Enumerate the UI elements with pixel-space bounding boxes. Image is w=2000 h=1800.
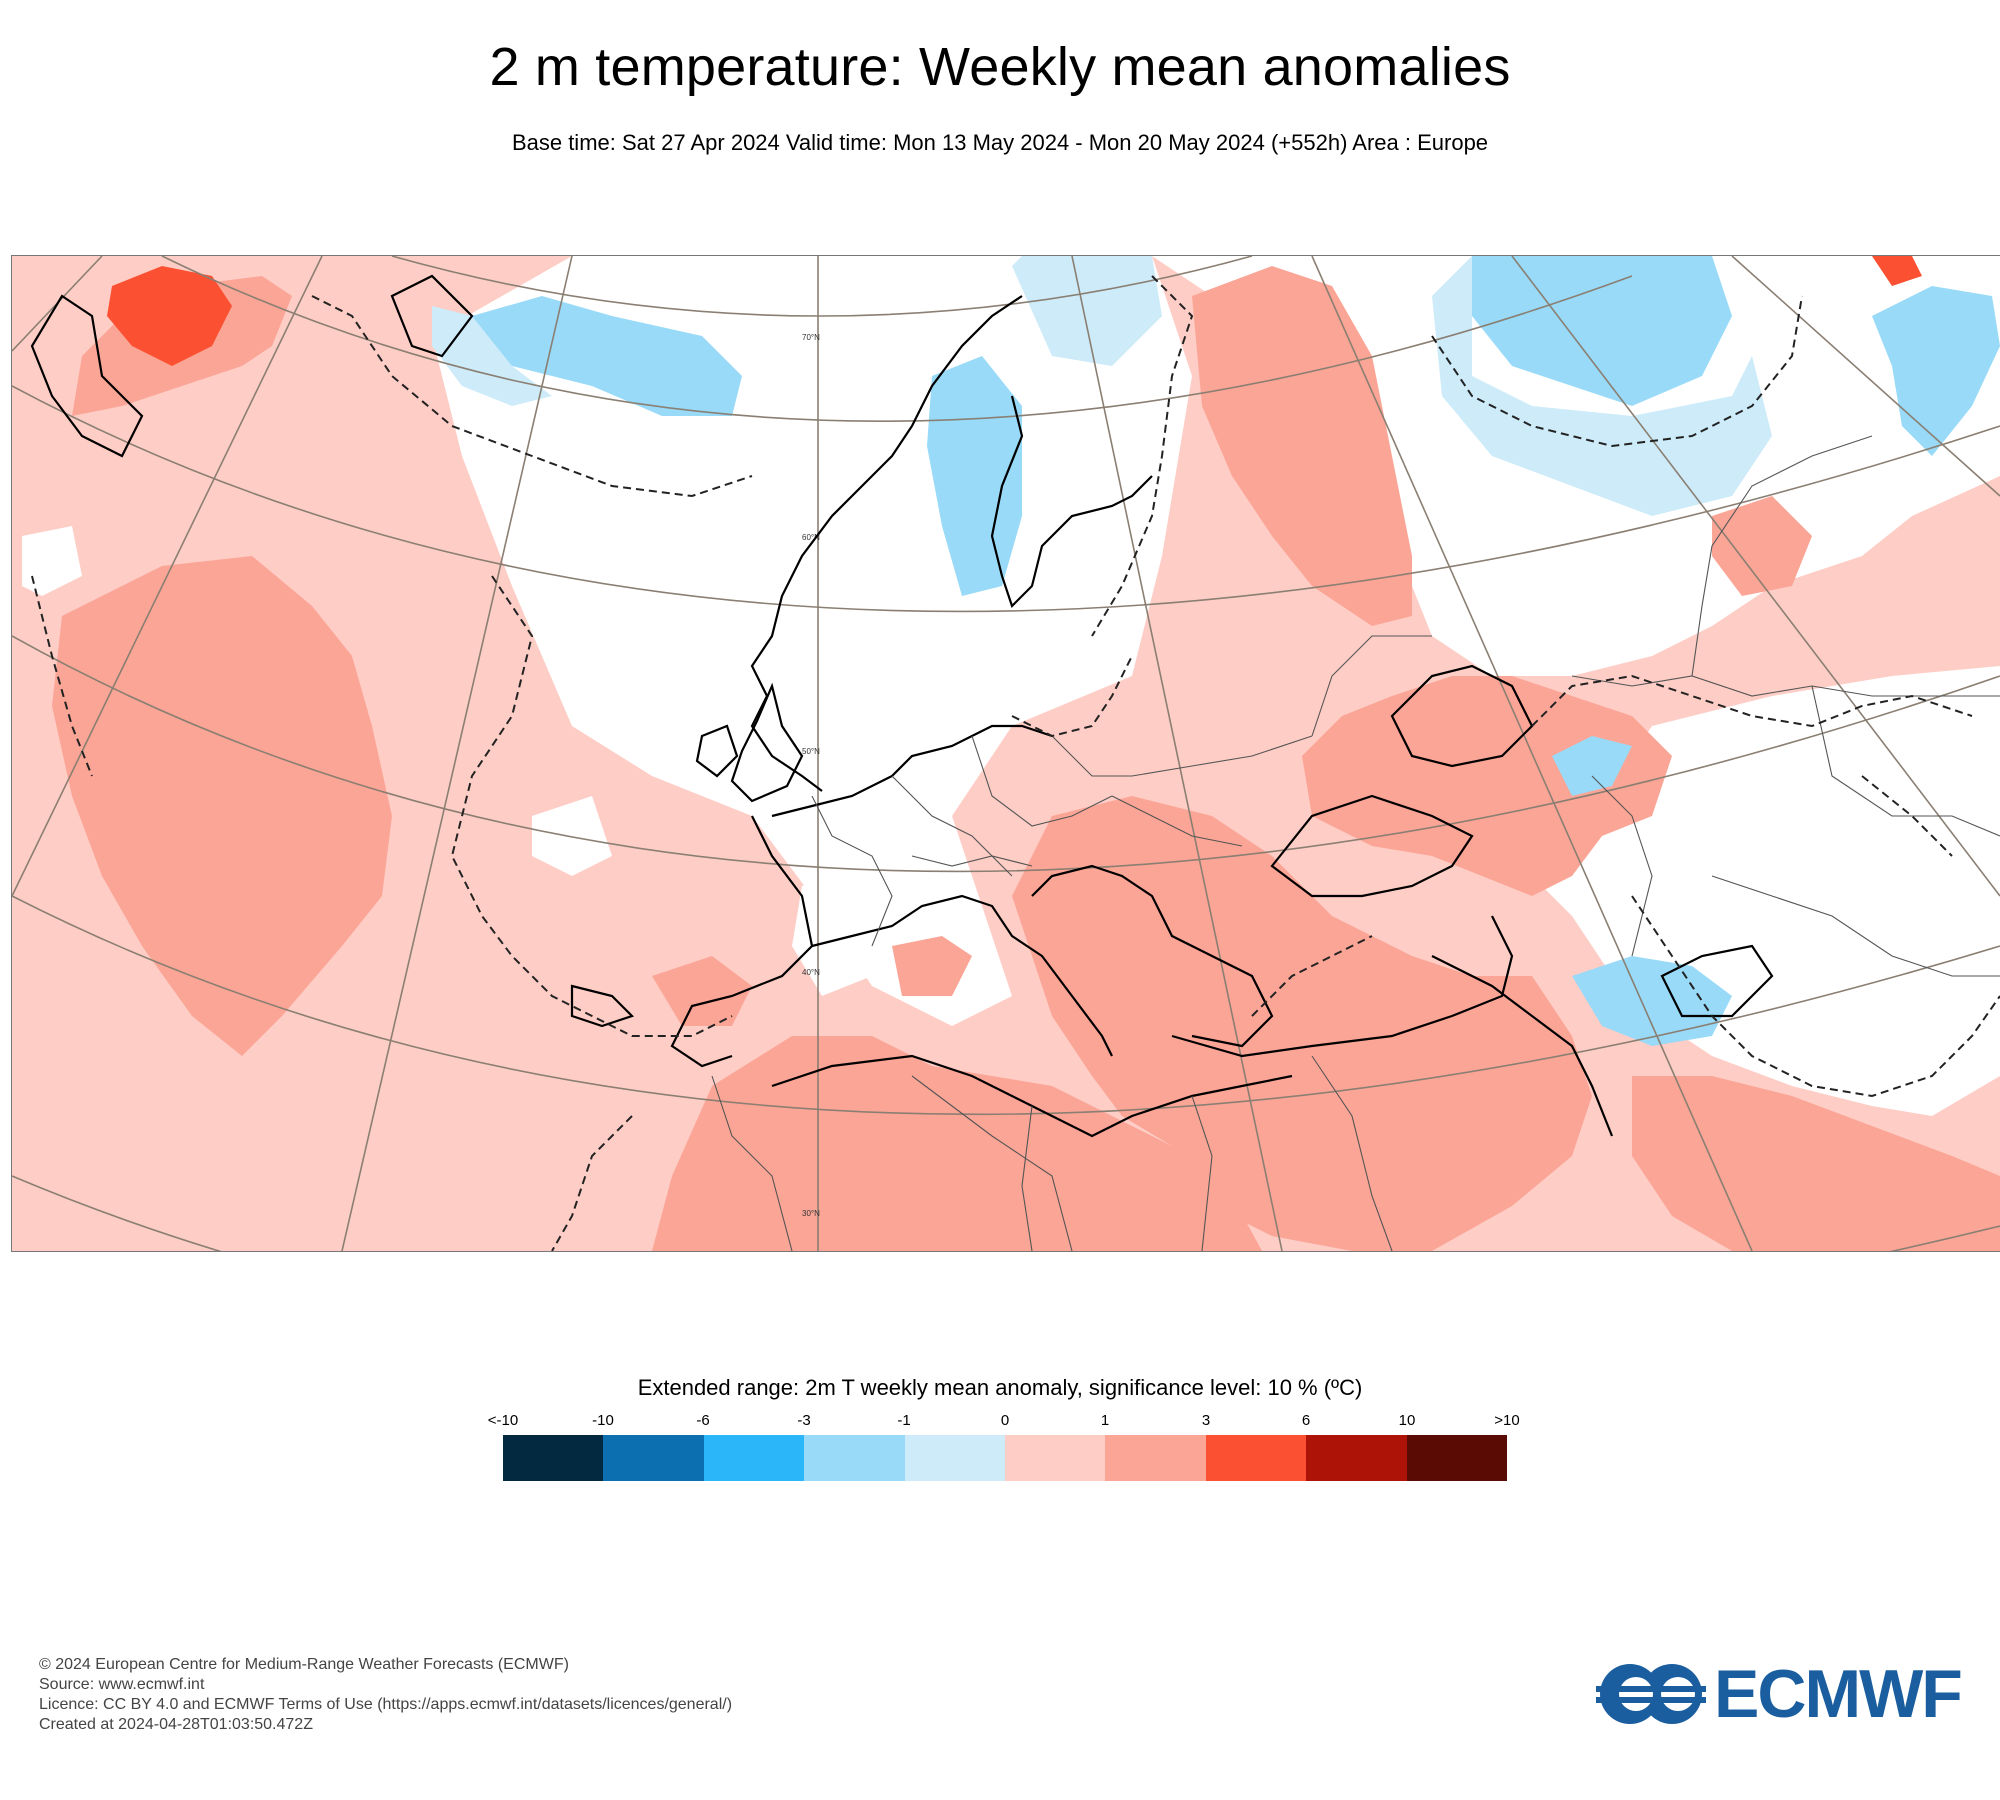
footer-licence: Licence: CC BY 4.0 and ECMWF Terms of Us… <box>39 1696 733 1713</box>
anomaly-map: 70°N 60°N 50°N 40°N 30°N <box>11 255 2000 1252</box>
legend-title: Extended range: 2m T weekly mean anomaly… <box>637 1375 1363 1400</box>
legend-swatch-1 <box>603 1435 704 1481</box>
legend-swatch-0 <box>503 1435 604 1481</box>
legend-swatch-5 <box>1005 1435 1106 1481</box>
coastlines <box>30 274 1774 1138</box>
legend-swatch-7 <box>1205 1435 1307 1481</box>
lat-label-30: 30°N <box>802 1209 820 1218</box>
lat-label-70: 70°N <box>802 333 820 342</box>
legend-tick: 6 <box>1301 1412 1311 1429</box>
legend-swatch-8 <box>1306 1435 1407 1481</box>
legend-tick: -6 <box>696 1412 710 1429</box>
footer-copyright: © 2024 European Centre for Medium-Range … <box>39 1656 569 1673</box>
graticule <box>12 256 2000 1251</box>
legend-tick: 1 <box>1100 1412 1110 1429</box>
legend-swatch-3 <box>804 1435 905 1481</box>
latitude-labels: 70°N 60°N 50°N 40°N 30°N <box>802 333 820 1218</box>
legend-tick: 3 <box>1201 1412 1211 1429</box>
legend-tick: -10 <box>592 1412 614 1429</box>
legend-swatch-6 <box>1105 1435 1206 1481</box>
legend-tick: 10 <box>1398 1412 1416 1429</box>
footer-source: Source: www.ecmwf.int <box>39 1676 205 1693</box>
legend-swatch-9 <box>1406 1435 1508 1481</box>
lat-label-50: 50°N <box>802 747 820 756</box>
map-subtitle: Base time: Sat 27 Apr 2024 Valid time: M… <box>511 130 1489 155</box>
significance-contour <box>31 275 2000 1251</box>
ecmwf-logo: ECMWF <box>1596 1658 1976 1730</box>
ecmwf-logo-text: ECMWF <box>1714 1656 1963 1732</box>
footer-created: Created at 2024-04-28T01:03:50.472Z <box>39 1716 313 1733</box>
lat-label-60: 60°N <box>802 533 820 542</box>
footer: © 2024 European Centre for Medium-Range … <box>39 1655 732 1735</box>
legend-ticks: <-10 -10 -6 -3 -1 0 1 3 6 10 >10 <box>0 1412 2000 1432</box>
legend-colorbar <box>503 1435 1508 1481</box>
legend-swatch-2 <box>703 1435 805 1481</box>
legend-tick: -3 <box>797 1412 811 1429</box>
positive-anomaly-3-6 <box>107 256 1922 366</box>
lat-label-40: 40°N <box>802 968 820 977</box>
legend-tick: 0 <box>1000 1412 1010 1429</box>
legend-tick: <-10 <box>487 1412 519 1429</box>
country-borders <box>711 435 2000 1251</box>
legend-swatch-4 <box>904 1435 1006 1481</box>
map-title: 2 m temperature: Weekly mean anomalies <box>489 37 1511 97</box>
ecmwf-logo-icon <box>1596 1664 1706 1724</box>
legend-tick: -1 <box>897 1412 911 1429</box>
legend-tick: >10 <box>1494 1412 1520 1429</box>
